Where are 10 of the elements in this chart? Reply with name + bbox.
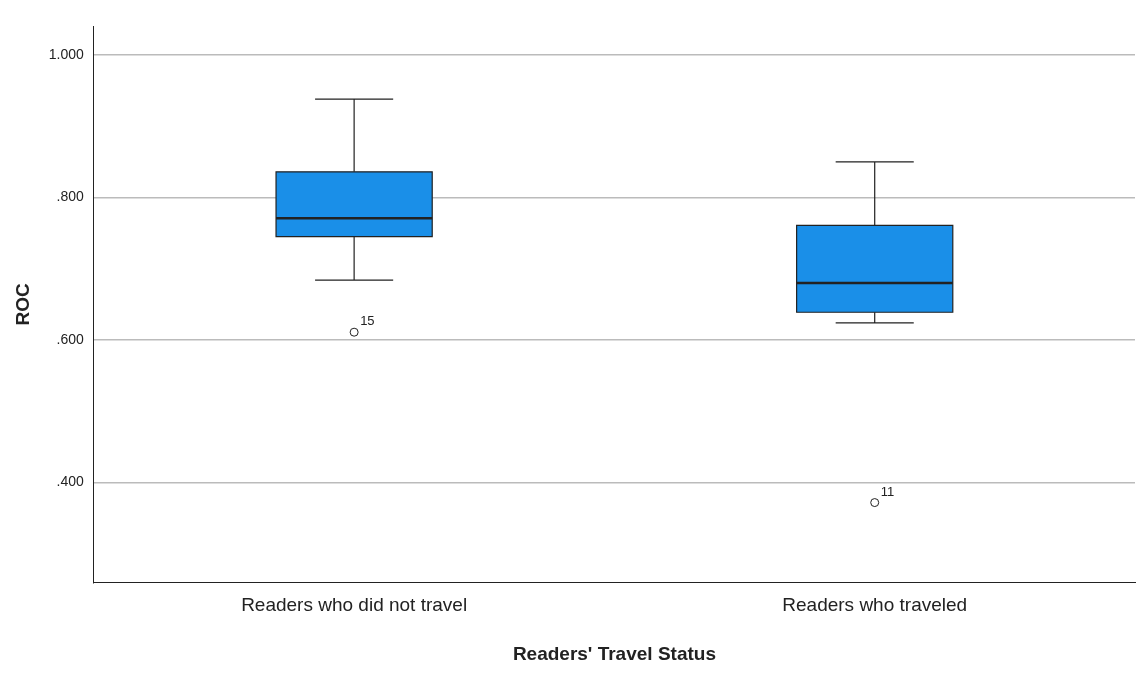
annotation: 11	[880, 483, 895, 499]
y-tick-label: .800	[56, 188, 85, 205]
y-tick-label: .400	[56, 473, 85, 490]
y-tick-label: 1.000	[48, 45, 85, 62]
y-tick-label: .600	[56, 330, 85, 347]
x-tick-label: Readers who did not travel	[241, 594, 468, 616]
x-tick-label: Readers who traveled	[782, 594, 968, 616]
y-axis-title: ROC	[11, 283, 33, 326]
annotation: 15	[360, 313, 375, 329]
x-axis-title: Readers' Travel Status	[512, 642, 716, 664]
